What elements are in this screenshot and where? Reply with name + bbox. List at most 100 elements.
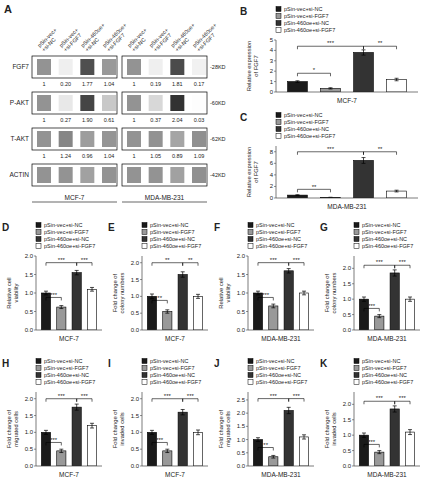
error-bar <box>90 287 94 291</box>
error-cap <box>165 452 169 453</box>
bar <box>354 160 374 198</box>
legend-swatch <box>142 244 147 249</box>
error-bar <box>302 291 306 295</box>
y-tick <box>140 296 142 297</box>
legend-swatch <box>276 127 281 132</box>
cell-line-label: MCF-7 <box>65 194 85 201</box>
y-axis-label-line: Fold change of <box>218 409 224 448</box>
error-bar <box>181 409 185 414</box>
error-cap <box>395 78 399 79</box>
significance-bracket <box>289 399 304 402</box>
error-cap <box>44 434 48 435</box>
lane-label: pSin-460oe++si-FGF7 <box>191 22 222 53</box>
band-value: 1 <box>132 153 135 159</box>
band-value: 0.61 <box>104 117 115 123</box>
legend-swatch <box>354 237 359 242</box>
bar <box>269 306 278 330</box>
y-axis-label: Relative expressionof FGF7 <box>246 147 259 198</box>
error-cap <box>362 55 366 56</box>
error-bar <box>75 270 79 274</box>
error-line <box>363 158 364 164</box>
y-axis-label: Fold change ofcolony numbers <box>324 272 337 313</box>
error-line <box>151 294 152 299</box>
band <box>37 95 51 111</box>
bar <box>193 432 202 466</box>
y-axis-label-line: viability <box>225 283 231 302</box>
significance-label: *** <box>270 257 278 263</box>
panel-letter: B <box>240 6 247 17</box>
panel-letter: A <box>4 3 12 15</box>
band-value: 1.24 <box>60 153 71 159</box>
x-axis-label: MCF-7 <box>59 335 79 342</box>
band <box>59 167 73 183</box>
y-tick-label: 2.0 <box>131 260 140 266</box>
legend-swatch <box>354 230 359 235</box>
bar <box>178 275 187 331</box>
marks <box>288 158 407 198</box>
x-axis-line <box>276 198 418 199</box>
band <box>102 131 116 147</box>
significance-label: *** <box>376 259 384 265</box>
error-cap <box>408 301 412 302</box>
marks <box>41 270 96 330</box>
band <box>37 167 51 183</box>
y-tick <box>352 419 354 420</box>
legend-label: pSin-460oe+si-FGF7 <box>44 243 95 249</box>
legend-swatch <box>36 230 41 235</box>
marks <box>147 409 202 466</box>
error-cap <box>44 294 48 295</box>
legend-label: pSin-460oe+si-NC <box>284 20 329 26</box>
error-cap <box>256 437 260 438</box>
legend-swatch <box>248 237 253 242</box>
legend-swatch <box>142 359 147 364</box>
band-value: 1 <box>42 81 45 87</box>
error-cap <box>271 307 275 308</box>
y-tick-label: 1.5 <box>131 413 140 419</box>
y-tick <box>246 413 248 414</box>
error-cap <box>256 441 260 442</box>
y-tick <box>140 415 142 416</box>
y-tick <box>352 435 354 436</box>
significance-label: *** <box>50 292 58 298</box>
band <box>102 167 116 183</box>
band-value: 0.17 <box>194 81 205 87</box>
y-tick-label: 1.5 <box>25 272 34 278</box>
y-tick <box>274 50 276 51</box>
lane-label-line: +si-FGF7 <box>62 32 83 53</box>
panel-letter: D <box>2 222 9 233</box>
error-cap <box>395 80 399 81</box>
figure: ApSin-vec++si-NCpSin-vec++si-FGF7pSin-46… <box>0 0 426 500</box>
significance-bracket <box>364 308 379 311</box>
error-line <box>273 304 274 308</box>
legend-label: pSin-460oe+si-FGF7 <box>44 379 95 385</box>
bar <box>390 273 399 330</box>
error-line <box>394 270 395 276</box>
y-axis-label-line: Fold change of <box>112 409 118 448</box>
error-line <box>273 455 274 458</box>
legend-swatch <box>36 359 41 364</box>
error-bar <box>271 455 275 458</box>
error-cap <box>59 305 63 306</box>
panel-letter: I <box>108 358 111 369</box>
y-tick <box>352 314 354 315</box>
error-cap <box>295 194 299 195</box>
bar <box>72 407 81 466</box>
legend-swatch <box>36 366 41 371</box>
blot-group: pSin-vec++si-NCpSin-vec++si-FGF7pSin-460… <box>122 22 226 202</box>
marks <box>41 404 96 466</box>
y-axis-label: Fold change ofcolony numbers <box>112 272 125 313</box>
y-axis-line <box>36 392 37 466</box>
band-value: 0.37 <box>150 117 161 123</box>
legend-label: pSin-vec+si-FGF7 <box>150 365 194 371</box>
y-axis-label: Fold change ofmigrated cells <box>218 409 231 448</box>
significance-label: * <box>313 67 316 73</box>
significance-label: *** <box>376 395 384 401</box>
y-axis-label: Relative cellviability <box>6 277 19 308</box>
error-bar <box>165 449 169 452</box>
y-tick <box>246 439 248 440</box>
bar <box>405 432 414 466</box>
error-cap <box>302 434 306 435</box>
significance-bracket <box>297 152 363 155</box>
legend-swatch <box>276 134 281 139</box>
lane-label-line: +si-NC <box>84 36 100 52</box>
